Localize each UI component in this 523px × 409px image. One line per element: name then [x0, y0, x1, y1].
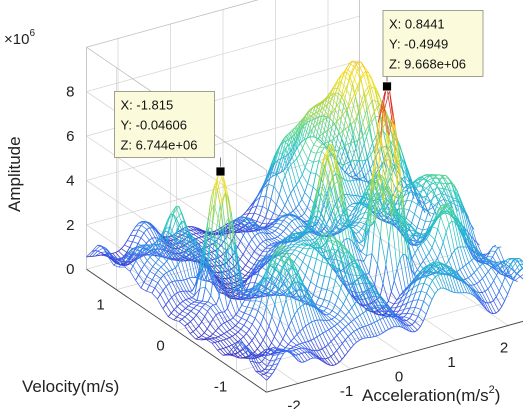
datatip-box: [114, 91, 215, 158]
x-tick-label: 0: [395, 369, 403, 386]
datatip-x: X: -1.815: [120, 97, 173, 112]
x-axis-label-close: ): [495, 386, 501, 405]
x-tick-labels: -2 -1 0 1 2: [287, 340, 508, 409]
x-tick-label: -1: [340, 383, 353, 400]
datatip-peak-1[interactable]: X: 0.8441 Y: -0.4949 Z: 9.668e+06: [382, 10, 484, 92]
z-tick-label: 6: [66, 128, 74, 145]
z-tick-label: 0: [66, 261, 74, 278]
z-axis-label: Amplitude: [5, 136, 24, 212]
z-tick-label: 8: [66, 84, 74, 101]
y-tick-label: 0: [156, 338, 164, 355]
x-axis-label-superscript: 2: [489, 384, 495, 396]
z-tick-label: 4: [66, 172, 74, 189]
y-tick-label: -1: [214, 379, 227, 396]
x-tick-label: -2: [287, 398, 300, 409]
y-tick-label: 1: [96, 297, 104, 314]
datatip-marker[interactable]: [382, 81, 392, 92]
y-axis-label: Velocity(m/s): [22, 377, 119, 396]
y-tick-labels: 1 0 -1: [96, 297, 227, 396]
datatip-peak-2[interactable]: X: -1.815 Y: -0.04606 Z: 6.744e+06: [114, 91, 226, 177]
datatip-z: Z: 6.744e+06: [120, 137, 197, 152]
z-tick-labels: 0 2 4 6 8: [66, 84, 74, 279]
z-multiplier: ×106: [4, 28, 35, 48]
x-tick-label: 1: [447, 354, 455, 371]
datatip-x: X: 0.8441: [389, 16, 445, 31]
datatip-y: Y: -0.04606: [120, 117, 187, 132]
z-multiplier-base: ×10: [4, 31, 29, 48]
datatip-y: Y: -0.4949: [389, 36, 448, 51]
datatip-box: [382, 10, 484, 77]
datatip-z: Z: 9.668e+06: [389, 56, 466, 71]
z-multiplier-exponent: 6: [29, 28, 35, 39]
datatip-marker[interactable]: [215, 166, 226, 177]
datatips: X: 0.8441 Y: -0.4949 Z: 9.668e+06 X: -1.…: [114, 10, 484, 177]
x-tick-label: 2: [500, 340, 508, 357]
surface-mesh: [86, 60, 523, 381]
x-axis-label-main: Acceleration(m/s: [362, 386, 489, 405]
z-tick-label: 2: [66, 217, 74, 234]
x-axis-label: Acceleration(m/s2): [362, 384, 500, 405]
